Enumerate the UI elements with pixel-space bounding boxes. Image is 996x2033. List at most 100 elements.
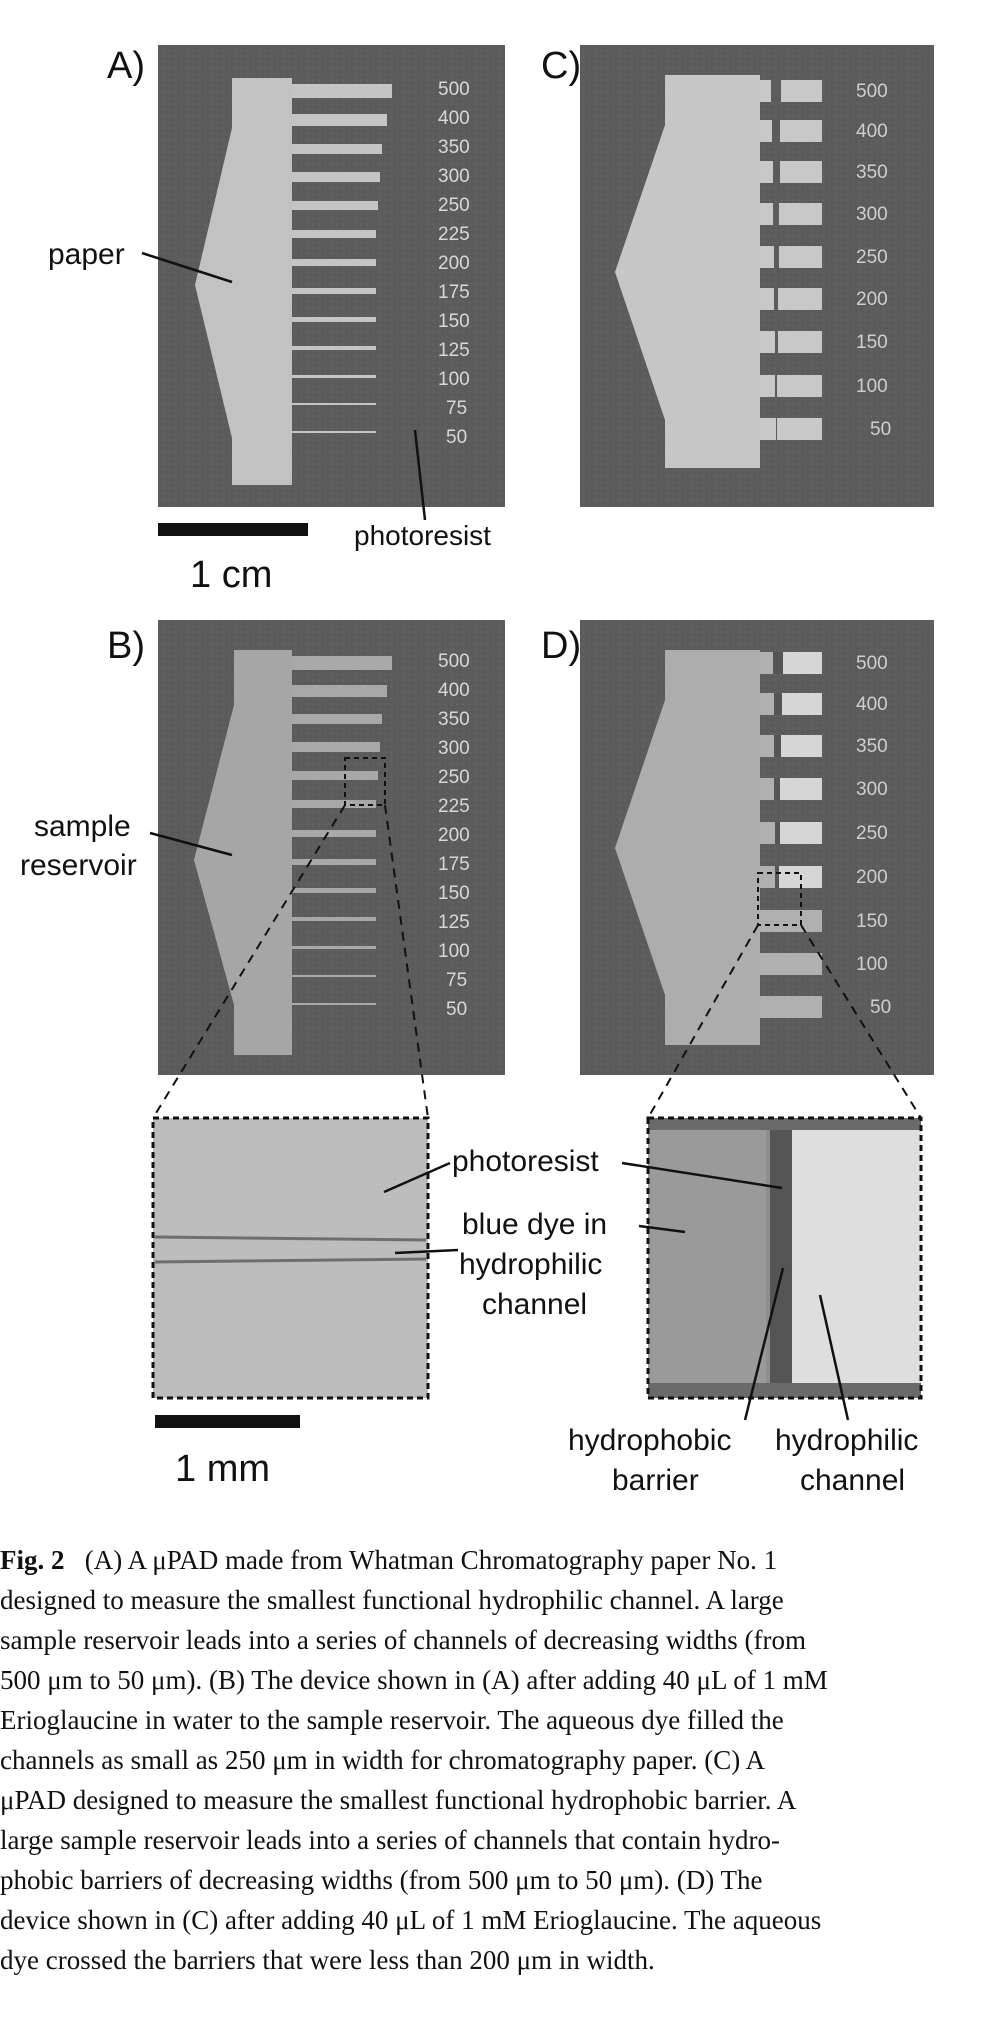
caption-line-9: device shown in (C) after adding 40 μL o… — [0, 1905, 822, 1935]
caption-line-10: dye crossed the barriers that were less … — [0, 1945, 655, 1975]
leader-photoresist — [413, 429, 427, 521]
label-blue-dye-2: hydrophilic — [459, 1248, 602, 1281]
caption-line-1: designed to measure the smallest functio… — [0, 1585, 784, 1615]
ladder-c-5: 200 — [856, 289, 888, 310]
label-photoresist-zoom: photoresist — [452, 1145, 599, 1178]
panel-a-channels — [292, 84, 392, 433]
label-blue-dye-1: blue dye in — [462, 1208, 607, 1241]
ladder-a-9: 125 — [438, 340, 470, 361]
ladder-a-2: 350 — [438, 137, 470, 158]
ladder-b-11: 75 — [446, 970, 467, 991]
ladder-b-5: 225 — [438, 796, 470, 817]
ladder-b-3: 300 — [438, 738, 470, 759]
leader-photoresist-zoom-right — [621, 1161, 783, 1190]
caption-line-2: sample reservoir leads into a series of … — [0, 1625, 806, 1655]
ladder-c-7: 100 — [856, 376, 888, 397]
leader-blue-dye-left — [394, 1248, 459, 1255]
ladder-a-12: 50 — [446, 427, 467, 448]
zoom-b-photo — [151, 1116, 430, 1400]
scale-label-1mm: 1 mm — [175, 1448, 270, 1490]
ladder-b-10: 100 — [438, 941, 470, 962]
leader-photoresist-zoom-left — [383, 1161, 451, 1194]
ladder-a-5: 225 — [438, 224, 470, 245]
panel-d-ladder-labels: 500 400 350 300 250 200 150 100 50 — [856, 653, 891, 1018]
ladder-c-8: 50 — [870, 419, 891, 440]
panel-b-ladder-labels: 500 400 350 300 250 225 200 175 150 125 … — [438, 651, 470, 1020]
ladder-d-3: 300 — [856, 779, 888, 800]
panel-c-photo: 500 400 350 300 250 200 150 100 50 — [580, 45, 934, 507]
panel-c-channels — [760, 80, 822, 440]
zoom-box-b — [344, 757, 386, 806]
ladder-b-9: 125 — [438, 912, 470, 933]
ladder-b-7: 175 — [438, 854, 470, 875]
panel-c-barriers — [771, 80, 781, 440]
ladder-d-7: 100 — [856, 954, 888, 975]
ladder-a-0: 500 — [438, 79, 470, 100]
scale-bar-1cm — [158, 523, 308, 536]
leader-hydrophobic — [743, 1267, 785, 1421]
ladder-d-6: 150 — [856, 911, 888, 932]
caption-line-0: Fig. 2 (A) A μPAD made from Whatman Chro… — [0, 1540, 980, 1580]
caption-line-0-text: (A) A μPAD made from Whatman Chromatogra… — [84, 1545, 778, 1575]
ladder-b-0: 500 — [438, 651, 470, 672]
ladder-d-1: 400 — [856, 694, 888, 715]
panel-label-b: B) — [107, 625, 145, 667]
label-hydrophilic-1: hydrophilic — [775, 1424, 918, 1457]
caption-line-5: channels as small as 250 μm in width for… — [0, 1745, 766, 1775]
ladder-c-4: 250 — [856, 247, 888, 268]
leader-hydrophilic — [818, 1294, 850, 1421]
figure-panels: A) C) B) D) 500 400 350 300 250 — [20, 45, 934, 1497]
projection-d-right — [800, 924, 922, 1119]
label-photoresist: photoresist — [354, 520, 491, 551]
caption-line-8: phobic barriers of decreasing widths (fr… — [0, 1865, 763, 1895]
ladder-a-7: 175 — [438, 282, 470, 303]
ladder-b-2: 350 — [438, 709, 470, 730]
panel-label-a: A) — [107, 45, 145, 87]
projection-b-right — [384, 804, 429, 1119]
caption-fig-label: Fig. 2 — [0, 1545, 65, 1575]
ladder-a-8: 150 — [438, 311, 470, 332]
ladder-a-3: 300 — [438, 166, 470, 187]
scale-bar-1mm — [155, 1415, 300, 1428]
leader-blue-dye-right — [638, 1224, 686, 1234]
ladder-a-4: 250 — [438, 195, 470, 216]
ladder-c-2: 350 — [856, 162, 888, 183]
panel-d-barriers — [773, 652, 783, 888]
label-hydrophobic-1: hydrophobic — [568, 1424, 731, 1457]
scale-label-1cm: 1 cm — [190, 554, 272, 596]
zoom-box-d — [757, 872, 802, 926]
caption-line-3: 500 μm to 50 μm). (B) The device shown i… — [0, 1665, 828, 1695]
ladder-b-12: 50 — [446, 999, 467, 1020]
ladder-c-3: 300 — [856, 204, 888, 225]
ladder-b-4: 250 — [438, 767, 470, 788]
ladder-b-1: 400 — [438, 680, 470, 701]
ladder-a-11: 75 — [446, 398, 467, 419]
zoom-d-photo — [646, 1116, 923, 1400]
label-sample-reservoir-2: reservoir — [20, 849, 137, 882]
label-sample-reservoir-1: sample — [34, 810, 131, 843]
panel-d-dry-side — [779, 652, 822, 888]
ladder-d-5: 200 — [856, 867, 888, 888]
panel-a-ladder-labels: 500 400 350 300 250 225 200 175 150 125 … — [438, 79, 470, 448]
ladder-d-8: 50 — [870, 997, 891, 1018]
panel-d-photo: 500 400 350 300 250 200 150 100 50 — [580, 620, 934, 1075]
caption-line-7: large sample reservoir leads into a seri… — [0, 1825, 780, 1855]
caption-line-4: Erioglaucine in water to the sample rese… — [0, 1705, 784, 1735]
label-paper: paper — [48, 238, 125, 271]
label-blue-dye-3: channel — [482, 1288, 587, 1321]
ladder-c-1: 400 — [856, 121, 888, 142]
figure-caption: Fig. 2 (A) A μPAD made from Whatman Chro… — [0, 1540, 980, 1980]
leader-sample-reservoir — [149, 831, 233, 857]
panel-label-c: C) — [541, 45, 581, 87]
ladder-a-6: 200 — [438, 253, 470, 274]
panel-c-ladder-labels: 500 400 350 300 250 200 150 100 50 — [856, 81, 891, 440]
ladder-b-6: 200 — [438, 825, 470, 846]
projection-d-left — [647, 924, 759, 1119]
label-hydrophilic-2: channel — [800, 1464, 905, 1497]
leader-paper — [141, 251, 233, 284]
ladder-a-1: 400 — [438, 108, 470, 129]
ladder-c-6: 150 — [856, 332, 888, 353]
ladder-a-10: 100 — [438, 369, 470, 390]
projection-b-left — [152, 804, 346, 1119]
ladder-d-4: 250 — [856, 823, 888, 844]
